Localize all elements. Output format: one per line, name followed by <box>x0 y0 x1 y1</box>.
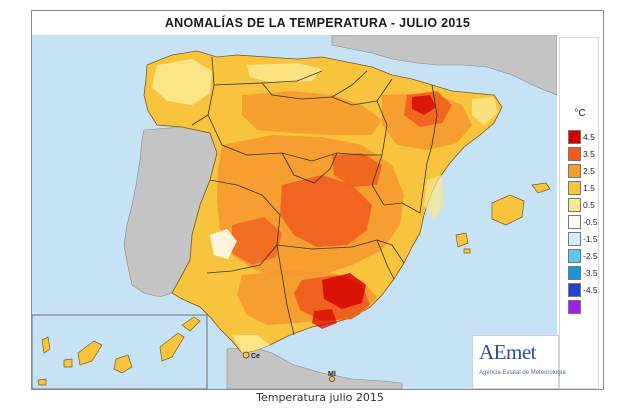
legend-swatch <box>568 147 581 161</box>
canary-islands <box>37 316 201 386</box>
island-ibiza <box>455 232 469 248</box>
border-catalonia <box>426 84 438 164</box>
anomaly-patch-0-5-cantabria <box>247 63 322 83</box>
anomaly-patch-0-5-catalonia <box>472 97 498 125</box>
anomaly-map: Ce Ml <box>32 35 557 389</box>
melilla-label: Ml <box>328 371 336 378</box>
legend-swatch <box>568 215 581 229</box>
island-el-hierro <box>37 378 47 386</box>
anomaly-patch-4-5-huesca <box>412 95 436 115</box>
anomaly-patch-cool-west <box>210 229 237 259</box>
legend-swatch <box>568 283 581 297</box>
island-fuerteventura <box>159 332 185 362</box>
anomaly-patch-3-5-extremadura <box>232 217 282 265</box>
border-basque-navarra <box>331 78 393 106</box>
aemet-logo-subtitle: Agencia Estatal de Meteorología <box>479 370 566 376</box>
ceuta-marker <box>242 351 250 359</box>
legend-swatch <box>568 300 581 314</box>
island-gran-canaria <box>113 354 133 374</box>
balearic-islands <box>455 182 551 254</box>
legend-swatch <box>568 130 581 144</box>
legend-tick-label: -3.5 <box>583 268 598 278</box>
border-extremadura <box>206 179 281 274</box>
island-la-palma <box>41 336 51 354</box>
legend: °C 4.5 3.5 2.5 1.5 0.5 -0.5 -1.5 -2.5 -3.5 -4.5 <box>559 37 599 389</box>
aemet-logo-wordmark: AEmet <box>479 340 536 364</box>
anomaly-patch-4-5-jaen <box>312 309 337 329</box>
border-castilla-leon-south <box>207 114 382 162</box>
border-castilla-la-mancha-south <box>276 239 405 264</box>
legend-tick-label: 0.5 <box>583 200 595 210</box>
legend-unit: °C <box>574 108 586 119</box>
legend-tick-label: 2.5 <box>583 166 595 176</box>
anomaly-patch-0-5-valencia <box>424 175 444 220</box>
border-murcia <box>376 239 395 280</box>
canary-inset-box <box>32 314 208 389</box>
legend-swatch <box>568 164 581 178</box>
island-tenerife <box>77 340 103 366</box>
aemet-logo: AEmet Agencia Estatal de Meteorología <box>472 335 566 389</box>
image-caption: Temperatura julio 2015 <box>256 391 384 404</box>
map-title: ANOMALÍAS DE LA TEMPERATURA - JULIO 2015 <box>164 16 471 30</box>
border-castilla-leon-north <box>261 70 368 100</box>
island-lanzarote <box>181 316 201 332</box>
anomaly-patch-0-5-galicia <box>152 59 212 105</box>
legend-swatch <box>568 198 581 212</box>
anomaly-patch-1-5-coast-south <box>232 335 270 353</box>
island-la-gomera <box>63 358 73 368</box>
legend-swatch <box>568 232 581 246</box>
border-asturias-cantabria <box>213 70 323 86</box>
island-formentera <box>463 248 471 254</box>
anomaly-patch-2-5-north <box>242 91 382 135</box>
melilla-marker <box>329 376 335 382</box>
legend-tick-label: 3.5 <box>583 149 595 159</box>
legend-tick-label: 1.5 <box>583 183 595 193</box>
border-madrid <box>281 152 338 184</box>
island-mallorca <box>491 194 525 226</box>
legend-tick-label: -1.5 <box>583 234 598 244</box>
regional-borders <box>191 56 438 336</box>
africa-land <box>226 346 403 389</box>
anomaly-patch-4-5-granada <box>322 273 366 309</box>
border-andalucia-internal <box>276 244 295 336</box>
legend-tick-label: -2.5 <box>583 251 598 261</box>
border-galicia <box>191 56 215 126</box>
map-frame: ANOMALÍAS DE LA TEMPERATURA - JULIO 2015 <box>31 10 604 390</box>
legend-swatch <box>568 266 581 280</box>
legend-swatch <box>568 249 581 263</box>
anomaly-patch-3-5-la-mancha <box>332 153 382 187</box>
legend-tick-label: -4.5 <box>583 285 598 295</box>
legend-tick-label: 4.5 <box>583 132 595 142</box>
france-land <box>331 35 557 96</box>
anomaly-patches <box>152 59 498 353</box>
ceuta-label: Ce <box>251 353 260 360</box>
border-valencia <box>383 162 428 214</box>
island-menorca <box>531 182 551 194</box>
legend-swatch <box>568 181 581 195</box>
legend-tick-label: -0.5 <box>583 217 598 227</box>
anomaly-patch-3-5-centre <box>280 175 372 247</box>
